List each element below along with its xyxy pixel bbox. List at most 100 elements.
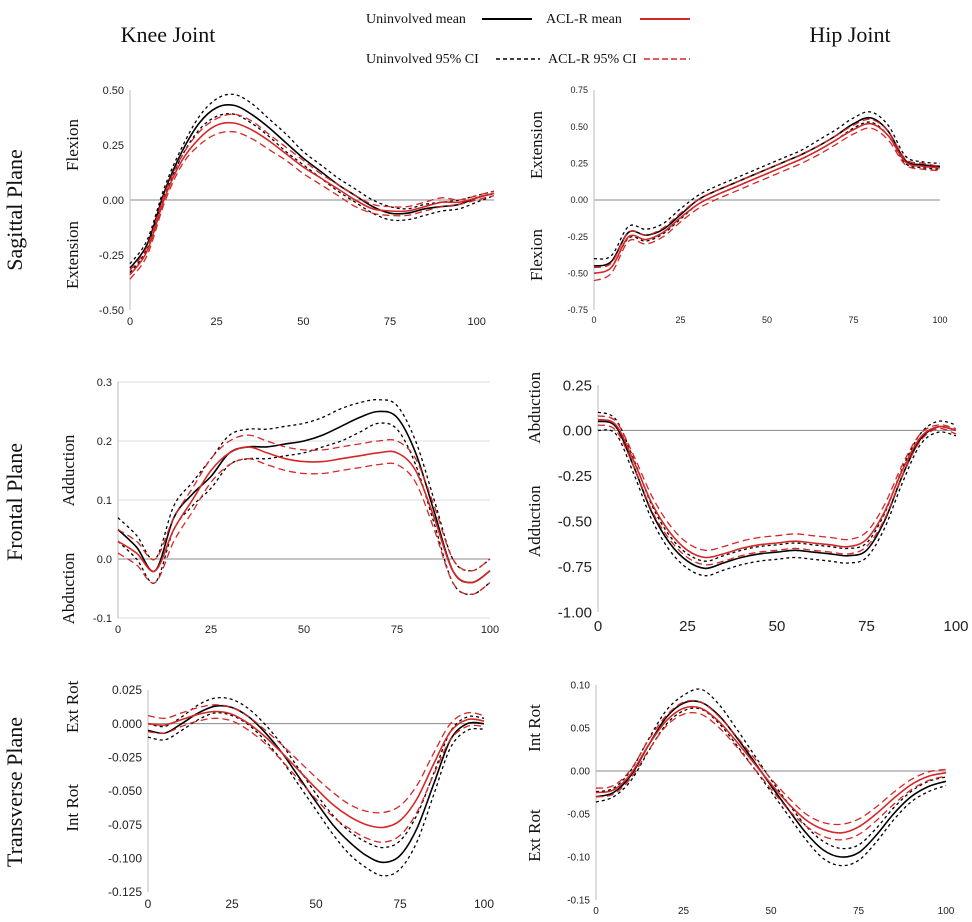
ytick-label-hip-transverse-4: -0.10	[567, 853, 590, 864]
ytick-label-knee-sagittal-2: 0.00	[103, 195, 124, 207]
ytick-label-hip-sagittal-0: 0.75	[570, 85, 588, 95]
series-line-knee-sagittal-4	[129, 113, 495, 271]
series-line-hip-frontal-3	[597, 418, 957, 559]
ytick-label-knee-transverse-6: -0.125	[108, 885, 142, 899]
ytick-label-hip-sagittal-3: 0.00	[570, 195, 588, 205]
panel-hip-transverse: 0.10 0.05 0.00 -0.05 -0.10 -0.150 25 50 75 100 Int…	[525, 681, 955, 918]
series-line-knee-frontal-0	[117, 410, 491, 584]
xtick-label-knee-frontal-4: 100	[481, 624, 499, 636]
xtick-label-hip-transverse-2: 50	[765, 906, 777, 917]
ytick-label-hip-transverse-2: 0.00	[571, 767, 591, 778]
ytick-label-knee-sagittal-1: 0.25	[103, 140, 124, 152]
legend-label-aclr-ci: ACL-R 95% CI	[548, 52, 637, 67]
series-line-hip-transverse-1	[595, 688, 947, 850]
ytick-label-knee-frontal-1: 0.2	[97, 436, 112, 448]
series-line-hip-sagittal-3	[593, 122, 941, 275]
xtick-label-knee-frontal-1: 25	[205, 624, 217, 636]
ytick-label-knee-transverse-5: -0.100	[108, 852, 142, 866]
series-line-hip-transverse-3	[595, 705, 947, 834]
xtick-label-hip-sagittal-4: 100	[932, 315, 947, 325]
series-line-hip-transverse-4	[595, 699, 947, 826]
series-line-hip-frontal-0	[597, 420, 957, 570]
xtick-label-knee-frontal-0: 0	[115, 624, 121, 636]
row-title-frontal: Frontal Plane	[2, 443, 27, 561]
ytick-label-hip-frontal-3: -0.50	[558, 513, 592, 530]
xtick-label-knee-transverse-0: 0	[145, 897, 152, 911]
xtick-label-knee-sagittal-2: 50	[297, 316, 309, 328]
ylabel-bottom-knee-transverse: Int Rot	[63, 784, 82, 832]
ylabel-top-hip-transverse: Int Rot	[525, 704, 544, 752]
series-line-hip-sagittal-4	[593, 118, 941, 269]
ytick-label-hip-transverse-1: 0.05	[571, 724, 591, 735]
row-title-transverse: Transverse Plane	[2, 717, 27, 867]
ytick-label-knee-transverse-2: -0.025	[108, 751, 142, 765]
ytick-label-hip-sagittal-4: -0.25	[567, 232, 588, 242]
series-line-knee-sagittal-1	[129, 93, 495, 265]
series-line-knee-transverse-3	[147, 710, 485, 829]
ytick-label-hip-sagittal-5: -0.50	[567, 268, 588, 278]
series-line-knee-frontal-5	[117, 458, 491, 596]
row-title-sagittal: Sagittal Plane	[2, 149, 27, 271]
ytick-label-hip-frontal-2: -0.25	[558, 468, 592, 485]
ytick-label-hip-frontal-0: 0.25	[563, 377, 592, 394]
ylabel-bottom-knee-frontal: Abduction	[59, 552, 78, 624]
legend-label-uninvolved-mean: Uninvolved mean	[366, 12, 466, 27]
xtick-label-knee-sagittal-3: 75	[384, 316, 396, 328]
series-line-knee-transverse-5	[147, 717, 485, 843]
column-title-knee: Knee Joint	[121, 22, 216, 47]
xtick-label-hip-frontal-2: 50	[769, 618, 786, 635]
xtick-label-hip-frontal-3: 75	[858, 618, 875, 635]
ytick-label-knee-transverse-3: -0.050	[108, 784, 142, 798]
xtick-label-hip-transverse-1: 25	[678, 906, 690, 917]
xtick-label-knee-frontal-3: 75	[391, 624, 403, 636]
series-line-knee-transverse-4	[147, 704, 485, 814]
series-line-knee-frontal-4	[117, 434, 491, 572]
xtick-label-hip-frontal-0: 0	[594, 618, 602, 635]
xtick-label-knee-frontal-2: 50	[298, 624, 310, 636]
ytick-label-hip-sagittal-6: -0.75	[567, 305, 588, 315]
panels-container: 0.500.250.00-0.25-0.500 25 50 75 100FlexionE…	[59, 85, 969, 917]
panel-hip-sagittal: 0.75 0.50 0.25 0.00 -0.25 -0.50 -0.750 25 50 75 10…	[527, 85, 948, 325]
legend: Uninvolved mean ACL-R mean Uninvolved 95…	[366, 12, 690, 67]
xtick-label-hip-sagittal-3: 75	[848, 315, 858, 325]
ytick-label-knee-frontal-3: 0.0	[97, 554, 112, 566]
series-line-knee-frontal-3	[117, 446, 491, 584]
ylabel-top-knee-sagittal: Flexion	[63, 119, 82, 171]
xtick-label-hip-transverse-3: 75	[853, 906, 865, 917]
series-line-hip-frontal-4	[597, 415, 957, 552]
ytick-label-knee-frontal-0: 0.3	[97, 377, 112, 389]
ytick-label-knee-transverse-4: -0.075	[108, 818, 142, 832]
series-line-knee-sagittal-0	[129, 104, 495, 269]
series-line-knee-sagittal-5	[129, 130, 495, 280]
series-line-hip-frontal-5	[597, 424, 957, 566]
ylabel-bottom-hip-sagittal: Flexion	[527, 229, 546, 281]
series-line-knee-transverse-0	[147, 704, 485, 864]
ytick-label-knee-transverse-0: 0.025	[112, 683, 142, 697]
column-title-hip: Hip Joint	[809, 22, 890, 47]
series-line-hip-frontal-1	[597, 411, 957, 562]
legend-label-aclr-mean: ACL-R mean	[546, 12, 622, 27]
ylabel-top-knee-transverse: Ext Rot	[63, 680, 82, 733]
xtick-label-hip-sagittal-2: 50	[762, 315, 772, 325]
legend-label-uninvolved-ci: Uninvolved 95% CI	[366, 52, 479, 67]
xtick-label-hip-transverse-0: 0	[593, 906, 599, 917]
ylabel-top-hip-sagittal: Extension	[527, 111, 546, 179]
xtick-label-hip-transverse-4: 100	[938, 906, 955, 917]
series-line-knee-frontal-2	[117, 422, 491, 596]
ytick-label-knee-sagittal-4: -0.50	[99, 305, 124, 317]
series-line-hip-sagittal-1	[593, 111, 941, 260]
panel-knee-transverse: 0.025 0.000 -0.025 -0.050 -0.075 -0.100 -0.125…	[63, 680, 494, 911]
ylabel-bottom-hip-transverse: Ext Rot	[525, 809, 544, 862]
ytick-label-hip-frontal-5: -1.00	[558, 604, 592, 621]
xtick-label-hip-frontal-4: 100	[943, 618, 968, 635]
ytick-label-knee-sagittal-0: 0.50	[103, 85, 124, 97]
series-line-hip-transverse-5	[595, 712, 947, 841]
ytick-label-hip-transverse-0: 0.10	[571, 681, 591, 692]
ytick-label-hip-transverse-5: -0.15	[567, 896, 590, 907]
panel-knee-sagittal: 0.50 0.25 0.00 -0.25 -0.500 25 50 75 100 Flexion E…	[63, 85, 495, 328]
xtick-label-knee-sagittal-0: 0	[127, 316, 133, 328]
ytick-label-knee-frontal-4: -0.1	[93, 613, 112, 625]
series-line-knee-sagittal-3	[129, 121, 495, 276]
xtick-label-hip-frontal-1: 25	[679, 618, 696, 635]
